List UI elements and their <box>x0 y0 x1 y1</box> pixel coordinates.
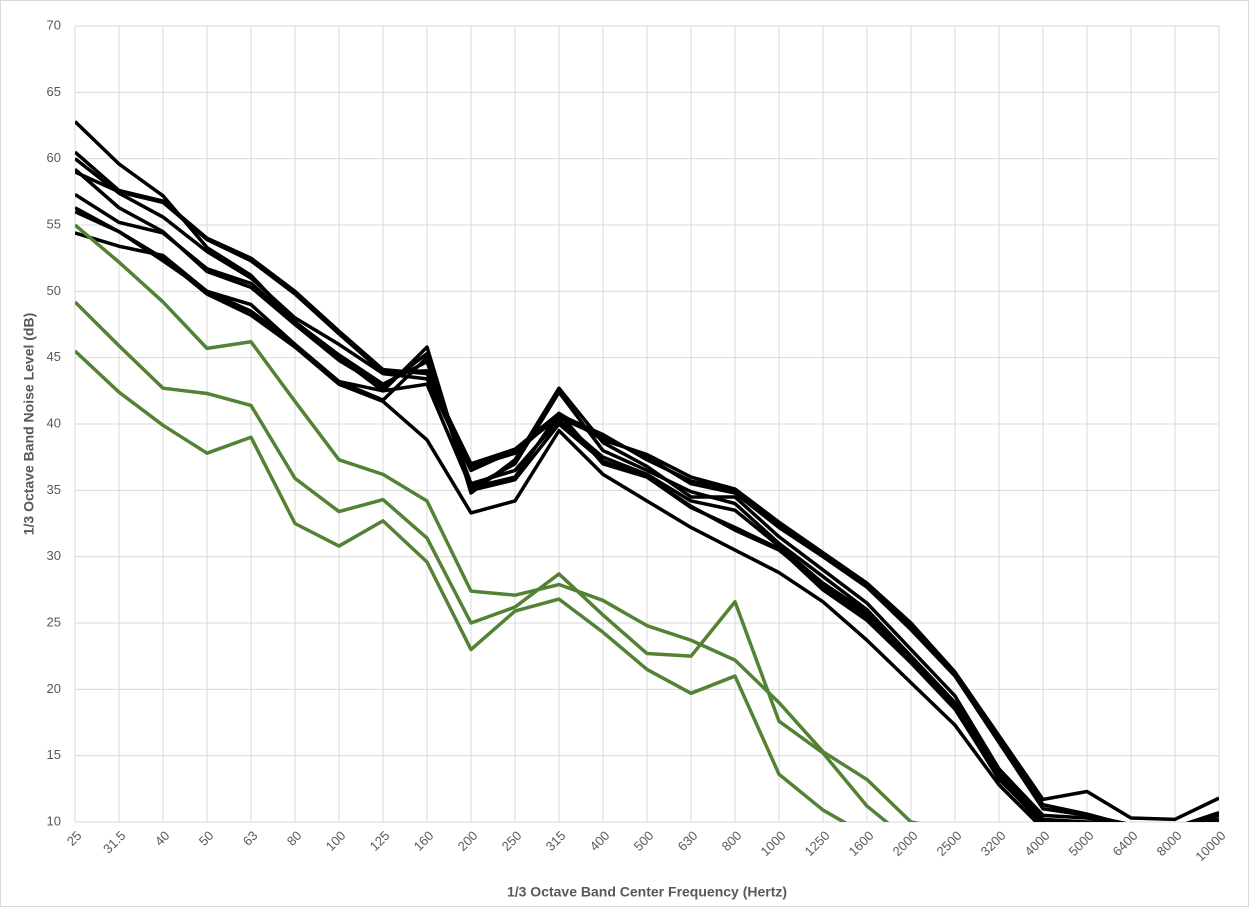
series-line <box>75 157 1219 822</box>
x-axis-title: 1/3 Octave Band Center Frequency (Hertz) <box>507 884 787 900</box>
plot-area <box>75 120 1219 822</box>
y-tick-label: 20 <box>47 681 61 696</box>
y-tick-label: 10 <box>47 813 61 828</box>
series-line <box>75 231 1073 822</box>
y-tick-label: 50 <box>47 283 61 298</box>
y-tick-label: 30 <box>47 548 61 563</box>
y-tick-label: 35 <box>47 482 61 497</box>
series-line <box>75 170 1219 822</box>
y-tick-label: 40 <box>47 415 61 430</box>
y-tick-label: 65 <box>47 84 61 99</box>
y-tick-label: 70 <box>47 17 61 32</box>
series-line <box>75 349 848 822</box>
y-tick-label: 45 <box>47 349 61 364</box>
y-tick-label: 15 <box>47 747 61 762</box>
series-line <box>75 223 921 822</box>
y-tick-label: 55 <box>47 216 61 231</box>
series-line <box>75 210 1039 822</box>
y-tick-label: 60 <box>47 150 61 165</box>
series-line <box>75 167 1219 822</box>
series-line <box>75 300 890 822</box>
y-axis-title: 1/3 Octave Band Noise Level (dB) <box>21 313 37 536</box>
series-line <box>75 150 1219 822</box>
y-tick-label: 25 <box>47 614 61 629</box>
